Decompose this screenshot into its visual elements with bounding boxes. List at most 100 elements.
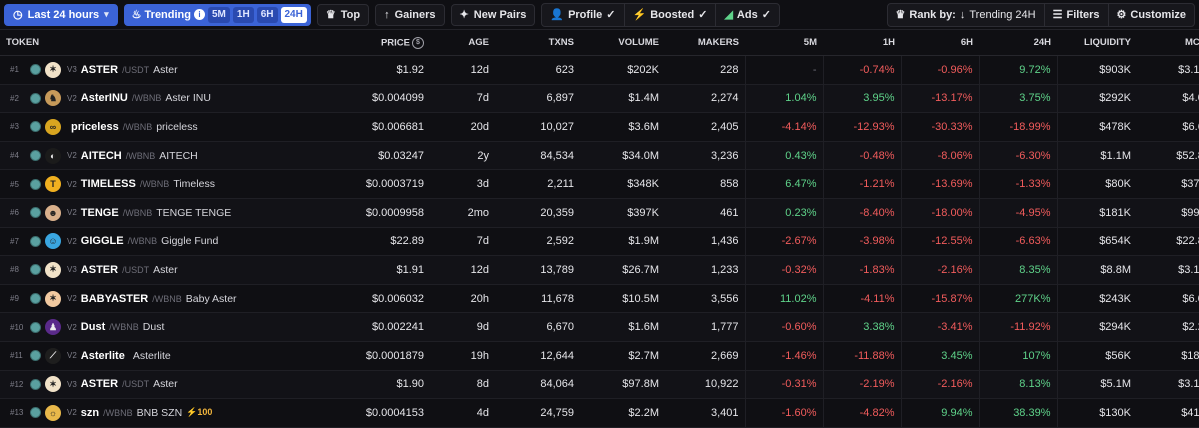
table-row[interactable]: #2 ♞ V2 AsterINU/WBNB Aster INU $0.004099 7d 6,… [0, 84, 1199, 114]
rank-label: #5 [10, 179, 19, 189]
profile-toggle[interactable]: 👤 Profile ✓ [542, 3, 625, 26]
txns-cell: 623 [495, 55, 580, 85]
change-24h-cell: 277K% [978, 284, 1057, 314]
volume-cell: $2.7M [580, 341, 665, 371]
change-24h-cell: -4.95% [978, 198, 1057, 228]
token-cell[interactable]: #1 ✶ V3 ASTER/USDT Aster [0, 55, 290, 85]
timeframe-1h[interactable]: 1H [232, 6, 254, 23]
bnb-chain-icon [30, 207, 41, 219]
token-cell[interactable]: #2 ♞ V2 AsterINU/WBNB Aster INU [0, 84, 290, 114]
token-cell[interactable]: #11 ⟋ V2 Asterlite Asterlite [0, 341, 290, 371]
token-name: AITECH [159, 149, 198, 162]
token-cell[interactable]: #10 ♟ V2 Dust/WBNB Dust [0, 312, 290, 342]
token-cell[interactable]: #8 ✶ V3 ASTER/USDT Aster [0, 255, 290, 285]
token-cell[interactable]: #13 ☼ V2 szn/WBNB BNB SZN ⚡100 [0, 398, 290, 428]
change-24h-cell: 3.75% [978, 84, 1057, 114]
info-icon[interactable]: i [194, 9, 205, 20]
boosted-toggle[interactable]: ⚡ Boosted ✓ [625, 3, 717, 26]
liquidity-cell: $478K [1056, 112, 1137, 142]
gainers-button[interactable]: ↑ Gainers [375, 3, 445, 26]
mcap-cell: $3.16B [1137, 370, 1199, 400]
token-cell[interactable]: #4 ◐ V2 AITECH/WBNB AITECH [0, 141, 290, 171]
col-makers[interactable]: MAKERS [665, 30, 745, 56]
col-price[interactable]: PRICE $ [290, 30, 430, 56]
trending-button[interactable]: ♨ Trending i 5M 1H 6H 24H [123, 3, 311, 26]
token-name: Aster INU [165, 92, 211, 105]
txns-cell: 11,678 [495, 284, 580, 314]
change-5m-cell: -0.60% [744, 312, 823, 342]
filters-button[interactable]: ☰ Filters [1045, 3, 1109, 26]
change-24h-cell: 8.13% [978, 370, 1057, 400]
customize-button[interactable]: ⚙ Customize [1109, 4, 1194, 26]
change-1h-cell: -1.21% [822, 169, 901, 199]
table-row[interactable]: #5 T V2 TIMELESS/WBNB Timeless $0.0003719 3d 2,… [0, 169, 1199, 199]
token-info: #9 ✶ V2 BABYASTER/WBNB Baby Aster [10, 290, 284, 307]
col-price-label: PRICE [380, 37, 410, 49]
table-row[interactable]: #8 ✶ V3 ASTER/USDT Aster $1.91 12d 13,789 $26.7M… [0, 255, 1199, 285]
table-row[interactable]: #1 ✶ V3 ASTER/USDT Aster $1.92 12d 623 $202K 228-… [0, 55, 1199, 85]
token-cell[interactable]: #3 ∞ priceless/WBNB priceless [0, 112, 290, 142]
table-row[interactable]: #4 ◐ V2 AITECH/WBNB AITECH $0.03247 2y 84,534 $3… [0, 141, 1199, 171]
volume-cell: $34.0M [580, 141, 665, 171]
time-filter-button[interactable]: ◷ Last 24 hours ▾ [4, 3, 118, 26]
col-volume[interactable]: VOLUME [580, 30, 665, 56]
token-name: Aster [153, 63, 178, 76]
token-cell[interactable]: #7 ☺ V2 GIGGLE/WBNB Giggle Fund [0, 227, 290, 257]
token-symbol: TENGE [80, 206, 119, 219]
change-5m-cell: -4.14% [744, 112, 823, 142]
dex-version: V2 [67, 351, 77, 361]
timeframe-5m[interactable]: 5M [208, 6, 230, 23]
change-6h-cell: -8.06% [900, 141, 979, 171]
ads-toggle[interactable]: ◢ Ads ✓ [716, 4, 778, 26]
token-logo-icon: ☺ [45, 233, 61, 250]
table-row[interactable]: #9 ✶ V2 BABYASTER/WBNB Baby Aster $0.006032 20… [0, 284, 1199, 314]
col-6h[interactable]: 6H [901, 30, 979, 56]
pair-quote: /WBNB [152, 293, 182, 304]
change-1h-cell: -0.48% [822, 141, 901, 171]
rank-by-value: Trending 24H [969, 8, 1036, 21]
token-name: BNB SZN [136, 406, 183, 419]
table-row[interactable]: #10 ♟ V2 Dust/WBNB Dust $0.002241 9d 6,670 $1.6M… [0, 312, 1199, 342]
table-row[interactable]: #12 ✶ V3 ASTER/USDT Aster $1.90 8d 84,064 $97.8M… [0, 370, 1199, 400]
table-row[interactable]: #3 ∞ priceless/WBNB priceless $0.006681 20d 10… [0, 112, 1199, 142]
col-token[interactable]: TOKEN [0, 30, 290, 56]
profile-label: Profile [568, 8, 603, 21]
token-cell[interactable]: #6 ☻ V2 TENGE/WBNB TENGE TENGE [0, 198, 290, 228]
sprout-icon: ✦ [459, 9, 469, 21]
change-1h-cell: 3.38% [822, 312, 901, 342]
table-row[interactable]: #13 ☼ V2 szn/WBNB BNB SZN ⚡100 $0.0004153 4d 24,… [0, 398, 1199, 428]
makers-cell: 228 [665, 55, 745, 85]
col-1h[interactable]: 1H [823, 30, 901, 56]
col-age[interactable]: AGE [430, 30, 495, 56]
col-5m[interactable]: 5M [745, 30, 823, 56]
price-cell: $22.89 [290, 227, 430, 257]
txns-cell: 6,897 [495, 84, 580, 114]
token-info: #11 ⟋ V2 Asterlite Asterlite [10, 347, 284, 364]
col-txns[interactable]: TXNS [495, 30, 580, 56]
token-cell[interactable]: #9 ✶ V2 BABYASTER/WBNB Baby Aster [0, 284, 290, 314]
timeframe-6h[interactable]: 6H [256, 6, 278, 23]
dollar-icon[interactable]: $ [412, 36, 424, 49]
table-row[interactable]: #11 ⟋ V2 Asterlite Asterlite $0.0001879 19h 12,… [0, 341, 1199, 371]
rank-by-button[interactable]: ♛ Rank by: ↓ Trending 24H [888, 3, 1045, 26]
col-mcap[interactable]: MCAP [1137, 30, 1199, 56]
new-pairs-button[interactable]: ✦ New Pairs [450, 3, 536, 26]
change-1h-cell: -11.88% [822, 341, 901, 371]
col-liquidity[interactable]: LIQUIDITY [1057, 30, 1137, 56]
timeframe-24h[interactable]: 24H [280, 6, 307, 23]
makers-cell: 1,436 [665, 227, 745, 257]
top-button[interactable]: ♛ Top [316, 3, 370, 26]
token-cell[interactable]: #12 ✶ V3 ASTER/USDT Aster [0, 370, 290, 400]
table-row[interactable]: #7 ☺ V2 GIGGLE/WBNB Giggle Fund $22.89 7d 2,592… [0, 227, 1199, 257]
change-6h-cell: -15.87% [900, 284, 979, 314]
col-24h[interactable]: 24H [979, 30, 1057, 56]
rank-label: #3 [10, 122, 19, 132]
arrow-up-icon: ↑ [384, 8, 390, 21]
token-cell[interactable]: #5 T V2 TIMELESS/WBNB Timeless [0, 169, 290, 199]
liquidity-cell: $294K [1056, 312, 1137, 342]
liquidity-cell: $243K [1056, 284, 1137, 314]
dex-version: V2 [67, 322, 77, 332]
token-symbol: BABYASTER [80, 292, 149, 305]
table-row[interactable]: #6 ☻ V2 TENGE/WBNB TENGE TENGE $0.0009958 2mo 2… [0, 198, 1199, 228]
token-symbol: ASTER [80, 63, 119, 76]
